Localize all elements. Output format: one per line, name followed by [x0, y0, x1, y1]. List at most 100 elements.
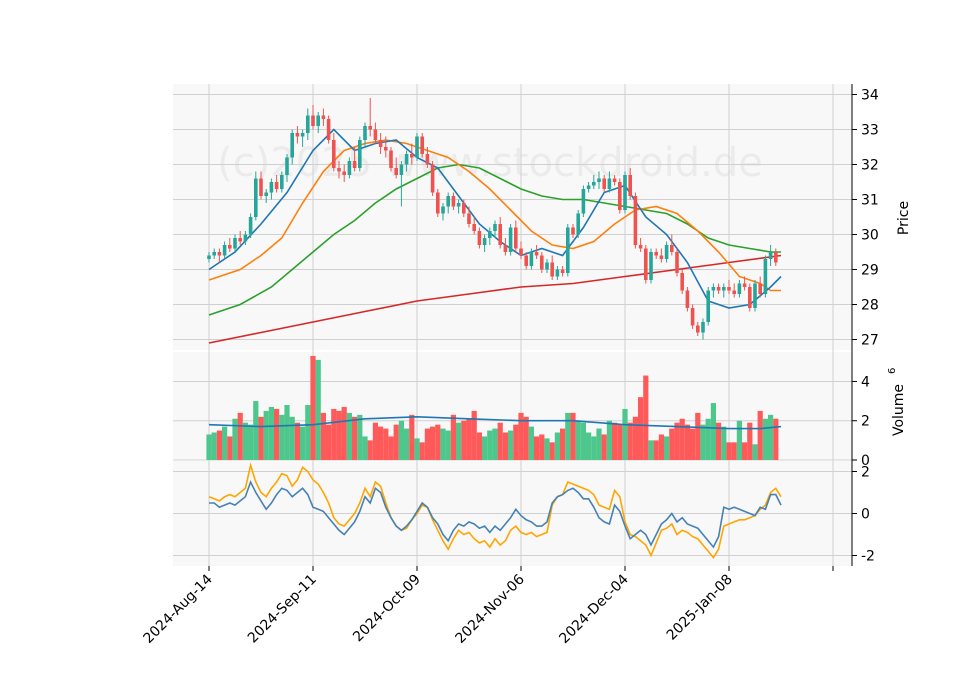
- price-tick-label: 29: [861, 263, 879, 279]
- volume-tick-label: 4: [861, 374, 870, 390]
- volume-bar: [580, 422, 586, 460]
- volume-bar: [674, 422, 680, 460]
- volume-bar: [643, 375, 649, 460]
- volume-tick-label: 2: [861, 414, 870, 430]
- candle-body: [555, 269, 560, 277]
- candle-body: [722, 287, 726, 291]
- candle-body: [482, 238, 487, 245]
- candle-body: [690, 308, 695, 326]
- candle-body: [753, 283, 757, 308]
- volume-bar: [248, 424, 254, 460]
- candle-body: [664, 245, 669, 259]
- volume-bar: [388, 436, 394, 460]
- volume-axis-exponent: 6: [887, 368, 898, 374]
- volume-bar: [653, 440, 659, 460]
- oscillator-blue-line: [209, 479, 782, 549]
- candle-body: [472, 224, 476, 231]
- candle-body: [654, 252, 658, 256]
- price-tick-label: 30: [861, 228, 879, 244]
- volume-bar: [414, 438, 420, 460]
- volume-bar: [601, 434, 607, 460]
- candle-body: [534, 252, 539, 256]
- volume-bar: [274, 408, 280, 460]
- volume-bar: [513, 424, 519, 460]
- candle-body: [638, 245, 643, 249]
- volume-bar: [684, 424, 690, 460]
- candle-body: [597, 178, 601, 182]
- candle-body: [254, 178, 258, 217]
- oscillator-tick-label: -2: [861, 549, 875, 565]
- candle-body: [581, 189, 586, 214]
- candle-body: [737, 283, 742, 294]
- candle-body: [264, 192, 268, 196]
- volume-bar: [268, 406, 274, 460]
- candle-body: [508, 227, 513, 252]
- candle-body: [628, 175, 632, 196]
- candle-body: [368, 126, 372, 130]
- candle-body: [446, 196, 450, 207]
- candle-body: [498, 224, 502, 245]
- volume-bar: [378, 426, 384, 460]
- volume-bar: [658, 434, 664, 460]
- volume-bar: [430, 426, 436, 460]
- candle-body: [451, 196, 456, 207]
- candle-body: [758, 283, 762, 294]
- volume-bar: [206, 434, 212, 460]
- volume-bar: [445, 430, 451, 460]
- candle-body: [436, 192, 440, 214]
- candle-body: [514, 227, 518, 249]
- volume-bar: [383, 428, 389, 460]
- candle-body: [685, 290, 690, 308]
- volume-bar: [762, 418, 768, 460]
- volume-bar: [482, 436, 488, 460]
- volume-bar: [768, 414, 774, 460]
- volume-bar: [492, 428, 498, 460]
- volume-bar: [554, 432, 560, 460]
- volume-bar: [331, 408, 337, 460]
- ma-orange-line: [208, 139, 781, 292]
- volume-bar: [669, 428, 675, 460]
- candle-body: [306, 115, 310, 133]
- volume-bar: [591, 436, 597, 460]
- volume-bar: [638, 397, 644, 460]
- volume-bar: [341, 406, 347, 460]
- candle-body: [456, 203, 461, 207]
- candle-body: [586, 185, 591, 189]
- candle-body: [222, 245, 227, 256]
- volume-bar: [617, 424, 623, 460]
- volume-bar: [731, 442, 737, 460]
- volume-axis-label: Volume: [891, 384, 907, 436]
- volume-bar: [294, 422, 300, 460]
- price-tick-label: 32: [861, 158, 879, 174]
- volume-bar: [456, 422, 462, 460]
- candle-body: [675, 252, 679, 273]
- volume-bar: [279, 414, 285, 460]
- candle-body: [602, 178, 606, 189]
- volume-bar: [612, 422, 618, 460]
- candle-body: [259, 178, 263, 196]
- volume-bar: [450, 414, 456, 460]
- volume-bar: [435, 424, 441, 460]
- price-tick-label: 28: [861, 298, 879, 314]
- volume-bar: [300, 426, 306, 460]
- candle-body: [566, 227, 570, 273]
- volume-bar: [523, 416, 529, 460]
- candle-body: [347, 161, 352, 175]
- volume-bar: [404, 428, 410, 460]
- volume-bar: [398, 420, 404, 460]
- volume-bar: [237, 412, 243, 460]
- volume-bar: [461, 420, 467, 460]
- volume-bar: [471, 410, 477, 460]
- volume-bar: [632, 416, 638, 460]
- candle-body: [248, 217, 253, 235]
- volume-bar: [372, 422, 378, 460]
- candle-body: [545, 262, 549, 270]
- volume-bar: [679, 418, 685, 460]
- volume-bar: [508, 430, 514, 460]
- volume-bar: [648, 440, 654, 460]
- price-tick-label: 33: [861, 123, 879, 139]
- volume-bar: [284, 405, 290, 460]
- price-tick-label: 34: [861, 88, 879, 104]
- candle-body: [748, 287, 752, 308]
